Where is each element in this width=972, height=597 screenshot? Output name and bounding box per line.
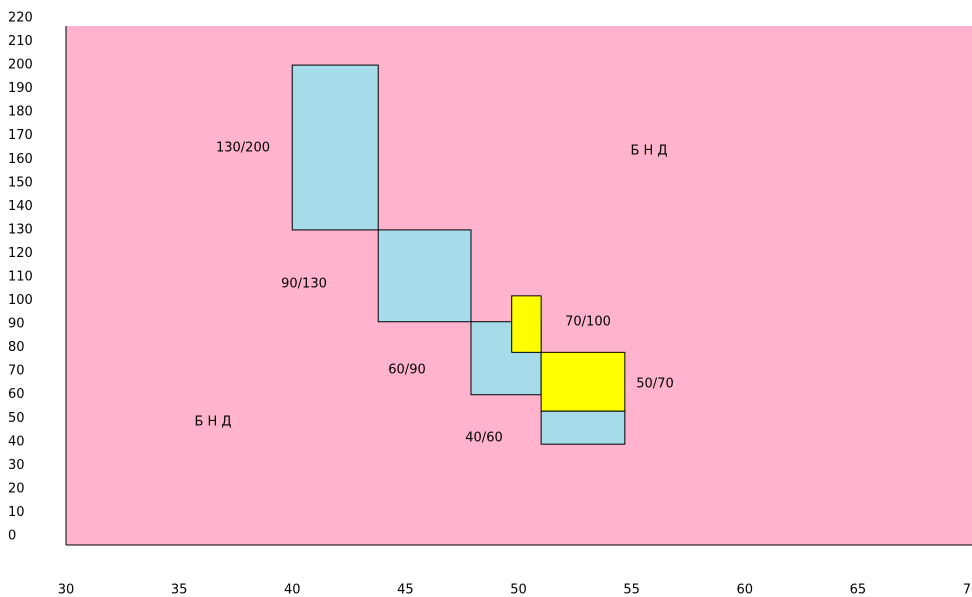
- y-tick-label: 40: [8, 434, 25, 449]
- x-tick-label: 55: [623, 583, 640, 597]
- y-tick-label: 210: [8, 34, 33, 49]
- y-tick-label: 180: [8, 105, 33, 120]
- zone-rect: [377, 229, 472, 323]
- y-tick-label: 160: [8, 152, 33, 167]
- y-tick-label: 0: [8, 529, 16, 544]
- x-tick-label: 50: [510, 583, 527, 597]
- y-tick-label: 60: [8, 387, 25, 402]
- y-tick-label: 200: [8, 58, 33, 73]
- y-tick-label: 140: [8, 199, 33, 214]
- zone-label: 90/130: [281, 277, 327, 292]
- y-tick-label: 220: [8, 11, 33, 26]
- x-tick-label: 65: [850, 583, 867, 597]
- plot-area: [66, 26, 972, 545]
- zone-rect: [540, 410, 626, 445]
- x-tick-label: 45: [397, 583, 414, 597]
- zone-label: Б Н Д: [630, 144, 667, 159]
- x-tick-label: 35: [171, 583, 188, 597]
- zone-rect: [511, 295, 542, 353]
- y-tick-label: 80: [8, 340, 25, 355]
- y-tick-label: 190: [8, 81, 33, 96]
- x-tick-label: 30: [58, 583, 75, 597]
- zone-label: 60/90: [388, 363, 425, 378]
- y-tick-label: 30: [8, 458, 25, 473]
- x-tick-label: 40: [284, 583, 301, 597]
- y-tick-label: 10: [8, 505, 25, 520]
- y-tick-label: 20: [8, 481, 25, 496]
- zone-label: 130/200: [216, 141, 270, 156]
- zone-label: 40/60: [465, 431, 502, 446]
- y-tick-label: 130: [8, 222, 33, 237]
- zone-rect: [540, 351, 626, 412]
- zone-label: 50/70: [636, 377, 673, 392]
- y-tick-label: 120: [8, 246, 33, 261]
- x-tick-label: 60: [736, 583, 753, 597]
- y-tick-label: 70: [8, 364, 25, 379]
- zone-label: 70/100: [565, 315, 611, 330]
- y-tick-label: 110: [8, 270, 33, 285]
- y-tick-label: 150: [8, 175, 33, 190]
- zone-label: Б Н Д: [194, 415, 231, 430]
- y-tick-label: 100: [8, 293, 33, 308]
- zone-rect: [291, 64, 379, 231]
- y-tick-label: 170: [8, 128, 33, 143]
- x-tick-label: 70: [963, 583, 972, 597]
- y-tick-label: 50: [8, 411, 25, 426]
- y-tick-label: 90: [8, 317, 25, 332]
